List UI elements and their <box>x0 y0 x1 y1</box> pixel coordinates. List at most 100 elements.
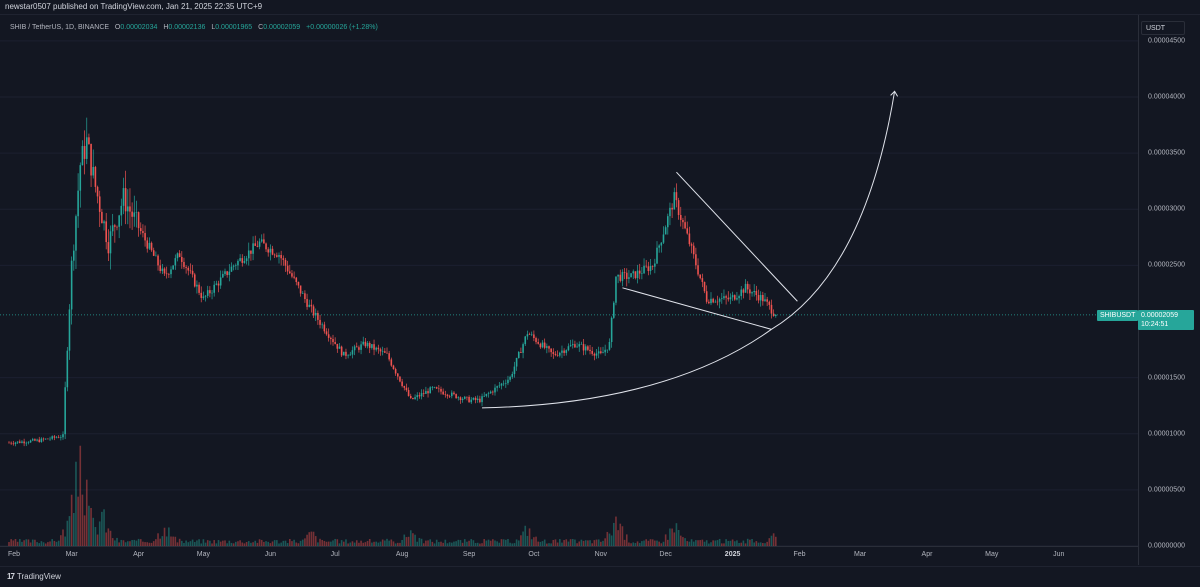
candle-body <box>137 212 140 229</box>
volume-bar <box>19 539 21 546</box>
volume-bar <box>38 543 41 546</box>
volume-bar <box>191 539 194 546</box>
lower-trendline[interactable] <box>622 287 772 330</box>
volume-bar <box>267 541 269 546</box>
volume-bar <box>664 534 667 546</box>
volume-bar <box>323 540 326 546</box>
candle-body <box>21 441 23 443</box>
volume-bar <box>47 542 49 546</box>
candle-body <box>420 393 423 397</box>
volume-bar <box>770 535 773 546</box>
candle-body <box>181 256 183 262</box>
volume-bar <box>405 537 408 546</box>
candle-body <box>500 383 503 386</box>
price-tick-label: 0.00001000 <box>1148 430 1185 438</box>
candle-body <box>353 346 356 351</box>
volume-bar <box>347 543 349 546</box>
symbol-legend: SHIB / TetherUS, 1D, BINANCE O0.00002034… <box>10 23 382 33</box>
candle-body <box>496 386 498 388</box>
candle-body <box>582 344 585 351</box>
candle-body <box>159 265 161 272</box>
price-tick-label: 0.00003500 <box>1148 149 1185 157</box>
time-axis-label: Jun <box>264 551 277 558</box>
volume-bar <box>392 541 395 546</box>
volume-bar <box>271 541 274 546</box>
volume-bar <box>232 543 235 546</box>
candle-body <box>466 396 468 398</box>
volume-bar <box>155 539 157 546</box>
tradingview-logo-icon: 17 <box>7 572 15 581</box>
candle-body <box>260 239 263 242</box>
price-axis[interactable]: USDT 0.00004500 0.00004000 0.00003500 0.000… <box>1138 15 1200 565</box>
time-axis-label: Mar <box>854 551 867 558</box>
volume-bar <box>513 543 516 546</box>
candle-body <box>349 354 352 356</box>
volume-bar <box>634 543 637 546</box>
volume-bar <box>714 540 717 546</box>
volume-bar <box>124 542 127 546</box>
candle-body <box>289 271 291 274</box>
volume-bar <box>701 539 704 546</box>
candle-body <box>571 344 574 346</box>
candle-body <box>381 351 384 352</box>
time-axis[interactable]: Feb Mar Apr May Jun Jul Aug Sep Oct Nov Dec 2025 Feb… <box>0 546 1138 566</box>
candle-body <box>710 298 712 304</box>
volume-bar <box>526 535 529 546</box>
tradingview-logo[interactable]: 17 TradingView <box>7 572 61 581</box>
volume-bar <box>401 539 403 546</box>
time-axis-label: Mar <box>65 551 78 558</box>
candle-body <box>569 345 572 347</box>
currency-selector[interactable]: USDT <box>1141 21 1185 35</box>
volume-bar <box>457 539 460 546</box>
candle-body <box>170 269 172 275</box>
volume-bar <box>649 539 652 546</box>
volume-bar <box>62 529 64 546</box>
volume-bar <box>163 527 166 546</box>
volume-bar <box>442 542 444 546</box>
candle-body <box>323 324 326 332</box>
volume-bar <box>552 539 555 546</box>
volume-bar <box>53 540 56 546</box>
candle-body <box>116 226 118 228</box>
candle-body <box>539 343 542 348</box>
upper-trendline[interactable] <box>676 171 798 302</box>
volume-bar <box>543 539 546 546</box>
volume-bar <box>444 539 447 546</box>
volume-bar <box>351 541 354 546</box>
chart-panel[interactable]: SHIB / TetherUS, 1D, BINANCE O0.00002034… <box>0 15 1200 565</box>
volume-bar <box>757 542 760 546</box>
candle-body <box>267 249 269 253</box>
candle-body <box>297 281 300 286</box>
candle-body <box>66 350 69 388</box>
candle-body <box>744 283 747 293</box>
candle-body <box>388 353 390 360</box>
candle-body <box>301 293 304 294</box>
candle-body <box>638 270 641 274</box>
time-axis-label: Nov <box>594 551 608 558</box>
candle-body <box>332 339 334 343</box>
candle-body <box>502 383 505 385</box>
volume-bar <box>51 539 53 546</box>
volume-bar <box>107 528 110 546</box>
candle-body <box>258 241 261 247</box>
price-chart-svg[interactable] <box>0 15 1138 546</box>
volume-bar <box>371 542 373 546</box>
candle-body <box>647 266 650 272</box>
user-drawings[interactable] <box>482 90 899 409</box>
candle-body <box>455 394 457 399</box>
candle-body <box>515 357 518 367</box>
candle-body <box>120 205 123 216</box>
volume-bar <box>105 532 107 546</box>
legend-close-label: C <box>258 24 264 31</box>
candle-body <box>580 344 583 345</box>
candle-body <box>654 263 656 267</box>
candle-body <box>371 344 373 348</box>
volume-bar <box>625 534 628 546</box>
candle-body <box>198 284 200 293</box>
volume-bar <box>397 542 399 546</box>
candle-body <box>440 388 442 392</box>
volume-bar <box>152 541 155 546</box>
candle-body <box>749 289 751 294</box>
candle-body <box>254 243 257 246</box>
curve-drawing[interactable] <box>482 91 896 409</box>
